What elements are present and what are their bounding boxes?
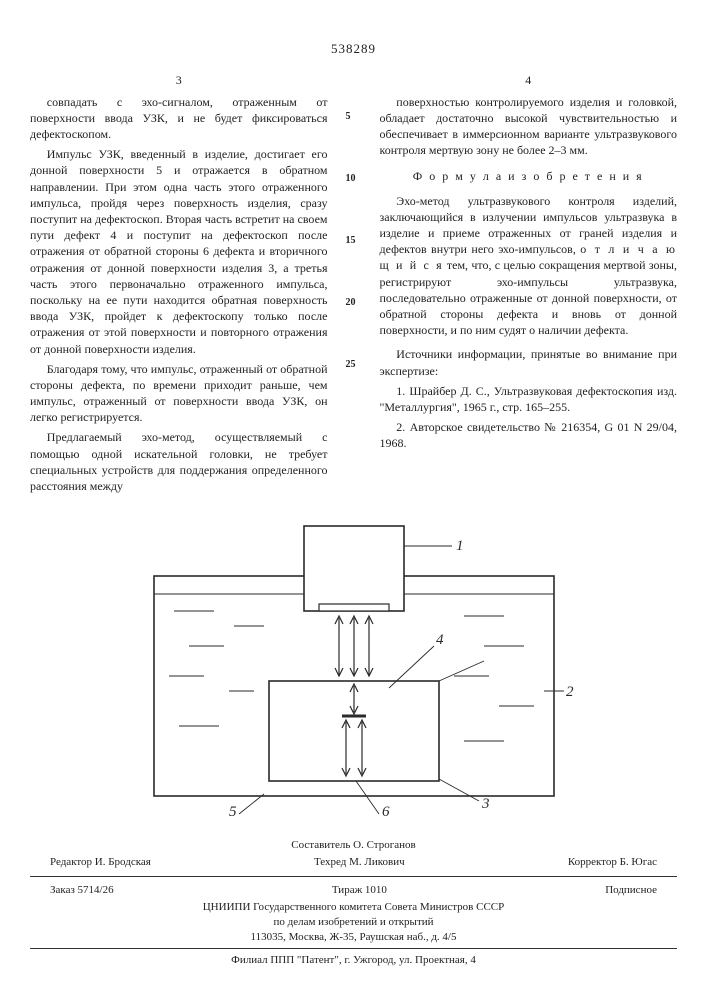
line-number: 5 [346,110,351,124]
left-para: Предлагаемый эхо-метод, осуществляемый с… [30,429,328,494]
org-line-2: по делам изобретений и открытий [30,915,677,930]
right-col-number: 4 [380,72,678,88]
left-col-number: 3 [30,72,328,88]
left-para: Импульс УЗК, введенный в изделие, достиг… [30,146,328,356]
patent-number: 538289 [30,40,677,58]
source-item: 1. Шрайбер Д. С., Ультразвуковая дефекто… [380,383,678,415]
sources-heading: Источники информации, принятые во вниман… [380,346,678,378]
left-para: Благодаря тому, что импульс, отраженный … [30,361,328,426]
two-column-body: 3 совпадать с эхо-сигналом, отраженным о… [30,72,677,499]
line-number-gutter: 5 10 15 20 25 [346,72,362,499]
org-line-1: ЦНИИПИ Государственного комитета Совета … [30,900,677,915]
credits-block: Составитель О. Строганов Редактор И. Бро… [30,838,677,968]
line-number: 25 [346,358,356,372]
tech: Техред М. Ликович [314,855,405,870]
fig-label-3: 3 [481,796,490,812]
left-column: 3 совпадать с эхо-сигналом, отраженным о… [30,72,328,499]
filial-line: Филиал ППП "Патент", г. Ужгород, ул. Про… [30,953,677,968]
fig-label-1: 1 [456,538,464,554]
claim-text: Эхо-метод ультразвукового контроля издел… [380,193,678,339]
divider [30,948,677,949]
fig-label-2: 2 [566,684,574,700]
editor: Редактор И. Бродская [50,855,151,870]
line-number: 15 [346,234,356,248]
compiler: Составитель О. Строганов [30,838,677,853]
fig-label-6: 6 [382,804,390,816]
line-number: 10 [346,172,356,186]
right-column: 4 поверхностью контролируемого изделия и… [380,72,678,499]
address-line: 113035, Москва, Ж-35, Раушская наб., д. … [30,930,677,945]
formula-heading: Ф о р м у л а и з о б р е т е н и я [380,168,678,184]
right-para: поверхностью контролируемого изделия и г… [380,94,678,159]
order-number: Заказ 5714/26 [50,883,114,898]
line-number: 20 [346,296,356,310]
source-item: 2. Авторское свидетельство № 216354, G 0… [380,419,678,451]
technical-figure: 1 2 3 4 5 6 [134,516,574,820]
tirazh: Тираж 1010 [332,883,387,898]
divider [30,876,677,877]
podpisnoe: Подписное [605,883,657,898]
corrector: Корректор Б. Югас [568,855,657,870]
fig-label-5: 5 [229,804,237,816]
fig-label-4: 4 [436,632,444,648]
left-para: совпадать с эхо-сигналом, отраженным от … [30,94,328,143]
